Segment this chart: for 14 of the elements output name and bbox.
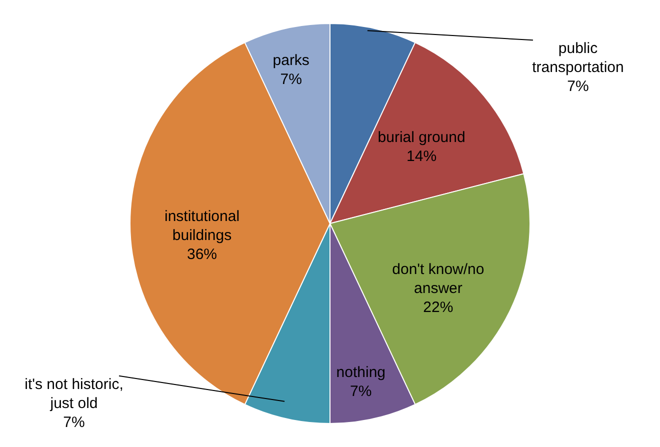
slice-label: public transportation <box>532 40 624 76</box>
data-label: 14% <box>406 148 437 165</box>
data-label: 7% <box>350 383 372 400</box>
slice-label: don't know/no answer <box>392 260 484 297</box>
data-label: 7% <box>63 414 85 431</box>
slice-label: nothing <box>336 364 386 382</box>
data-label: 36% <box>186 246 218 263</box>
slice-label: it's not historic, just old <box>24 376 124 412</box>
slice-label: burial ground <box>378 128 466 146</box>
slice-label: parks <box>272 52 310 69</box>
data-label: 7% <box>567 78 589 96</box>
data-label: 7% <box>280 70 302 88</box>
data-label: 22% <box>423 298 454 316</box>
slice-label: institutional buildings <box>164 208 240 244</box>
